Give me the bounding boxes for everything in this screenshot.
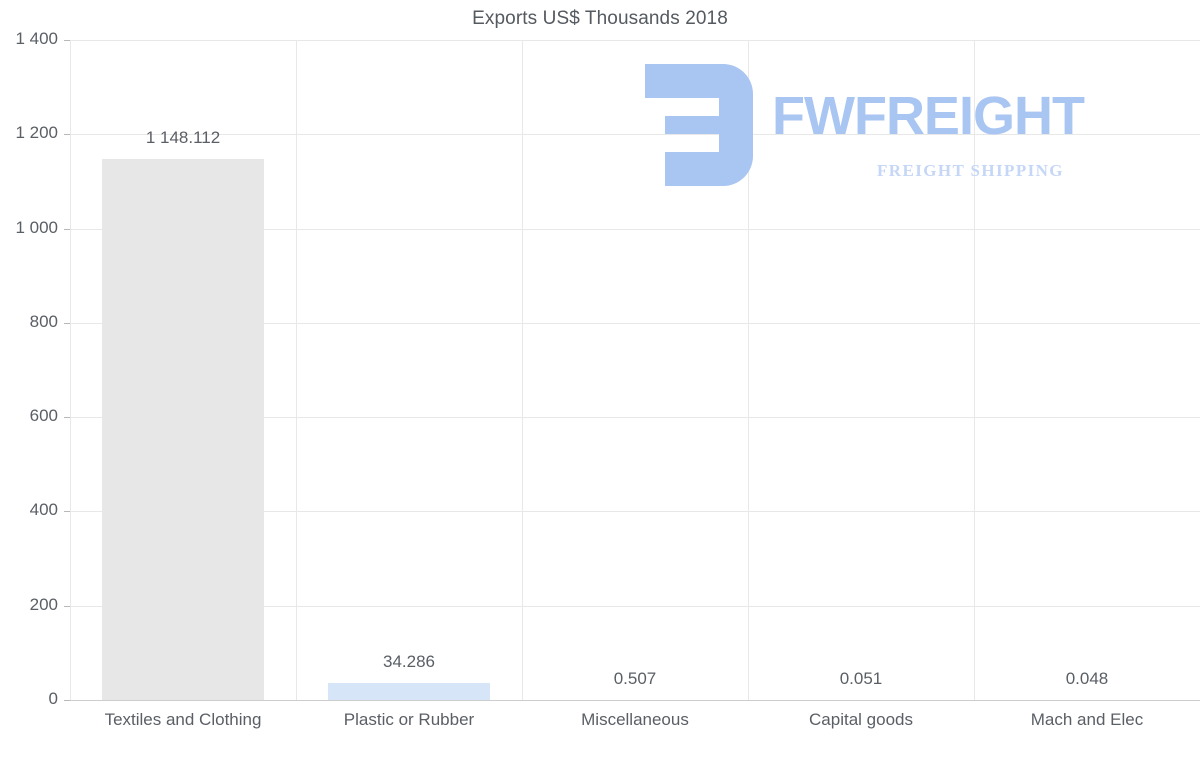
bar-0[interactable] xyxy=(102,158,264,700)
y-tick-mark xyxy=(64,40,70,41)
y-tick-mark xyxy=(64,417,70,419)
bar-value-label-0: 1 148.112 xyxy=(145,127,221,147)
y-axis-tick-label: 800 xyxy=(29,311,58,331)
y-tick-mark xyxy=(64,134,70,136)
bar-value-label-3: 0.051 xyxy=(839,669,883,688)
gridline-x-0 xyxy=(70,40,71,700)
bar-1[interactable] xyxy=(328,683,490,700)
gridline-x-2 xyxy=(522,40,523,700)
gridline-x-4 xyxy=(974,40,975,700)
chart-title: Exports US$ Thousands 2018 xyxy=(472,8,728,29)
gridline-y-1000 xyxy=(70,228,1200,230)
gridline-y-400 xyxy=(70,511,1200,513)
y-axis-tick-label: 1 200 xyxy=(15,123,58,143)
gridline-y-0 xyxy=(70,700,1200,701)
y-axis-tick-label: 1 400 xyxy=(15,29,58,48)
gridline-y-200 xyxy=(70,605,1200,607)
y-tick-mark xyxy=(64,228,70,230)
bar-value-label-2: 0.507 xyxy=(613,669,657,688)
gridline-x-1 xyxy=(296,40,297,700)
y-axis-tick-label: 600 xyxy=(29,406,58,426)
x-axis-tick-label-3: Capital goods xyxy=(809,710,913,729)
x-axis-tick-label-0: Textiles and Clothing xyxy=(104,710,262,729)
bar-value-label-4: 0.048 xyxy=(1065,669,1109,688)
y-axis-tick-label: 1 000 xyxy=(15,217,58,237)
plot-area: 1 148.112 34.286 0.507 0.051 0.048 xyxy=(64,40,1200,701)
y-axis-tick-label: 200 xyxy=(29,594,58,614)
y-tick-mark xyxy=(64,511,70,513)
gridline-y-600 xyxy=(70,417,1200,419)
x-axis-tick-label-2: Miscellaneous xyxy=(581,710,689,729)
gridline-y-1200 xyxy=(70,134,1200,136)
gridline-x-3 xyxy=(748,40,749,700)
x-axis-tick-label-1: Plastic or Rubber xyxy=(343,710,475,729)
y-axis-tick-label: 400 xyxy=(29,500,58,520)
y-axis-tick-label: 0 xyxy=(48,689,58,708)
y-tick-mark xyxy=(64,605,70,607)
y-tick-mark xyxy=(64,700,70,701)
x-axis-tick-label-4: Mach and Elec xyxy=(1030,710,1144,729)
gridline-y-1400 xyxy=(70,40,1200,41)
gridline-y-800 xyxy=(70,322,1200,324)
bar-value-label-1: 34.286 xyxy=(383,652,435,671)
y-tick-mark xyxy=(64,322,70,324)
